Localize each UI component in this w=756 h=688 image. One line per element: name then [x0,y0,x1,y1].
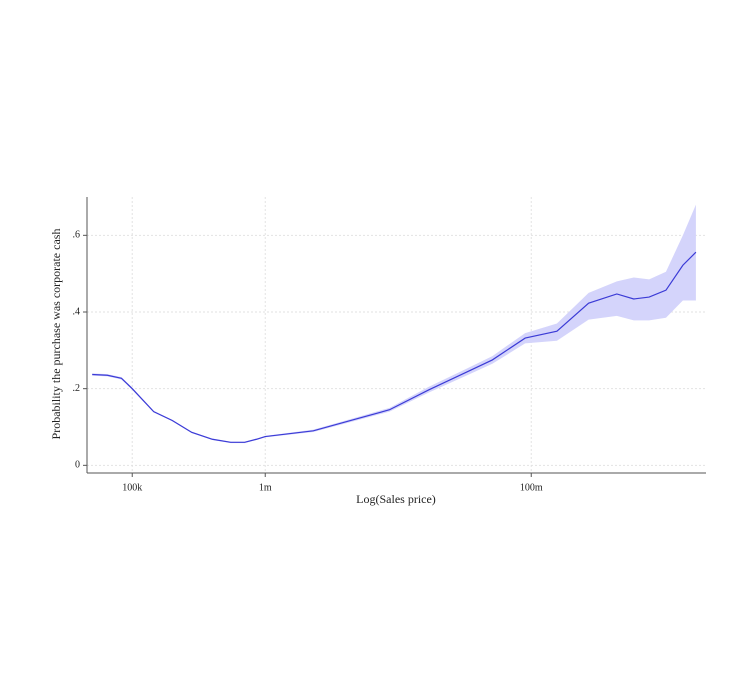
y-tick-label: .4 [73,306,81,317]
confidence-band [92,204,696,444]
x-tick-label: 100k [122,482,142,493]
x-tick-label: 100m [520,482,543,493]
y-tick-label: 0 [75,460,80,471]
y-axis-title: Probability the purchase was corporate c… [49,229,63,440]
line [92,251,697,443]
x-tick-label: 1m [259,482,272,493]
y-tick-label: .6 [73,230,81,241]
y-tick-label: .2 [73,383,81,394]
x-axis-title: Log(Sales price) [356,492,436,506]
